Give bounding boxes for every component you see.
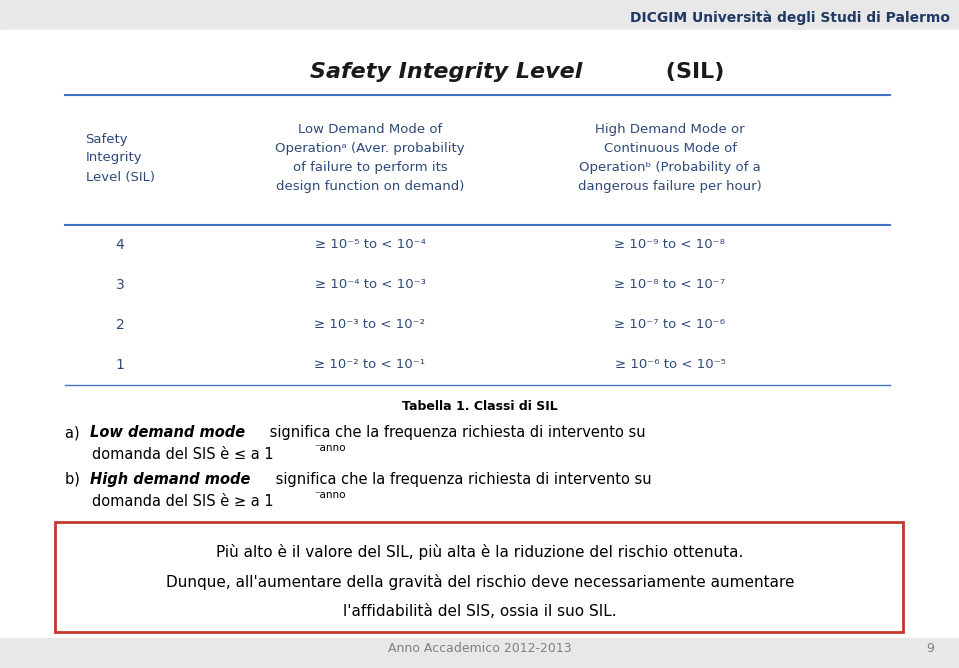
Text: ≥ 10⁻² to < 10⁻¹: ≥ 10⁻² to < 10⁻¹	[315, 359, 426, 371]
Text: domanda del SIS è ≥ a 1: domanda del SIS è ≥ a 1	[92, 494, 273, 509]
Text: 2: 2	[116, 318, 125, 332]
Text: DICGIM Università degli Studi di Palermo: DICGIM Università degli Studi di Palermo	[630, 11, 950, 25]
Text: High demand mode: High demand mode	[90, 472, 250, 487]
Text: Low Demand Mode of
Operationᵃ (Aver. probability
of failure to perform its
desig: Low Demand Mode of Operationᵃ (Aver. pro…	[275, 123, 465, 193]
Text: Dunque, all'aumentare della gravità del rischio deve necessariamente aumentare: Dunque, all'aumentare della gravità del …	[166, 574, 794, 590]
FancyBboxPatch shape	[55, 522, 903, 632]
Text: 3: 3	[116, 278, 125, 292]
Text: Safety
Integrity
Level (SIL): Safety Integrity Level (SIL)	[85, 132, 154, 184]
Text: ≥ 10⁻⁶ to < 10⁻⁵: ≥ 10⁻⁶ to < 10⁻⁵	[615, 359, 725, 371]
Text: b): b)	[65, 472, 84, 487]
Bar	[0, 0, 959, 30]
Text: ≥ 10⁻⁴ to < 10⁻³: ≥ 10⁻⁴ to < 10⁻³	[315, 279, 426, 291]
Text: Tabella 1. Classi di SIL: Tabella 1. Classi di SIL	[402, 400, 558, 413]
Text: ≥ 10⁻⁹ to < 10⁻⁸: ≥ 10⁻⁹ to < 10⁻⁸	[615, 238, 726, 251]
Text: 4: 4	[116, 238, 125, 252]
Text: ≥ 10⁻⁵ to < 10⁻⁴: ≥ 10⁻⁵ to < 10⁻⁴	[315, 238, 426, 251]
Text: High Demand Mode or
Continuous Mode of
Operationᵇ (Probability of a
dangerous fa: High Demand Mode or Continuous Mode of O…	[578, 123, 761, 193]
Text: ≥ 10⁻⁷ to < 10⁻⁶: ≥ 10⁻⁷ to < 10⁻⁶	[615, 319, 726, 331]
Text: 9: 9	[926, 641, 934, 655]
Text: significa che la frequenza richiesta di intervento su: significa che la frequenza richiesta di …	[265, 425, 645, 440]
Text: (SIL): (SIL)	[658, 62, 724, 82]
Text: ≥ 10⁻³ to < 10⁻²: ≥ 10⁻³ to < 10⁻²	[315, 319, 426, 331]
Text: a): a)	[65, 425, 84, 440]
Text: ⁻anno: ⁻anno	[314, 443, 345, 453]
Text: significa che la frequenza richiesta di intervento su: significa che la frequenza richiesta di …	[271, 472, 651, 487]
Text: 1: 1	[116, 358, 125, 372]
Text: ⁻anno: ⁻anno	[314, 490, 345, 500]
Text: Più alto è il valore del SIL, più alta è la riduzione del rischio ottenuta.: Più alto è il valore del SIL, più alta è…	[217, 544, 743, 560]
Text: Anno Accademico 2012-2013: Anno Accademico 2012-2013	[388, 641, 572, 655]
Text: Safety Integrity Level: Safety Integrity Level	[310, 62, 582, 82]
Text: domanda del SIS è ≤ a 1: domanda del SIS è ≤ a 1	[92, 447, 273, 462]
Text: l'affidabilità del SIS, ossia il suo SIL.: l'affidabilità del SIS, ossia il suo SIL…	[343, 604, 617, 619]
Text: ≥ 10⁻⁸ to < 10⁻⁷: ≥ 10⁻⁸ to < 10⁻⁷	[615, 279, 726, 291]
Bar	[0, 638, 959, 668]
Text: Low demand mode: Low demand mode	[90, 425, 246, 440]
